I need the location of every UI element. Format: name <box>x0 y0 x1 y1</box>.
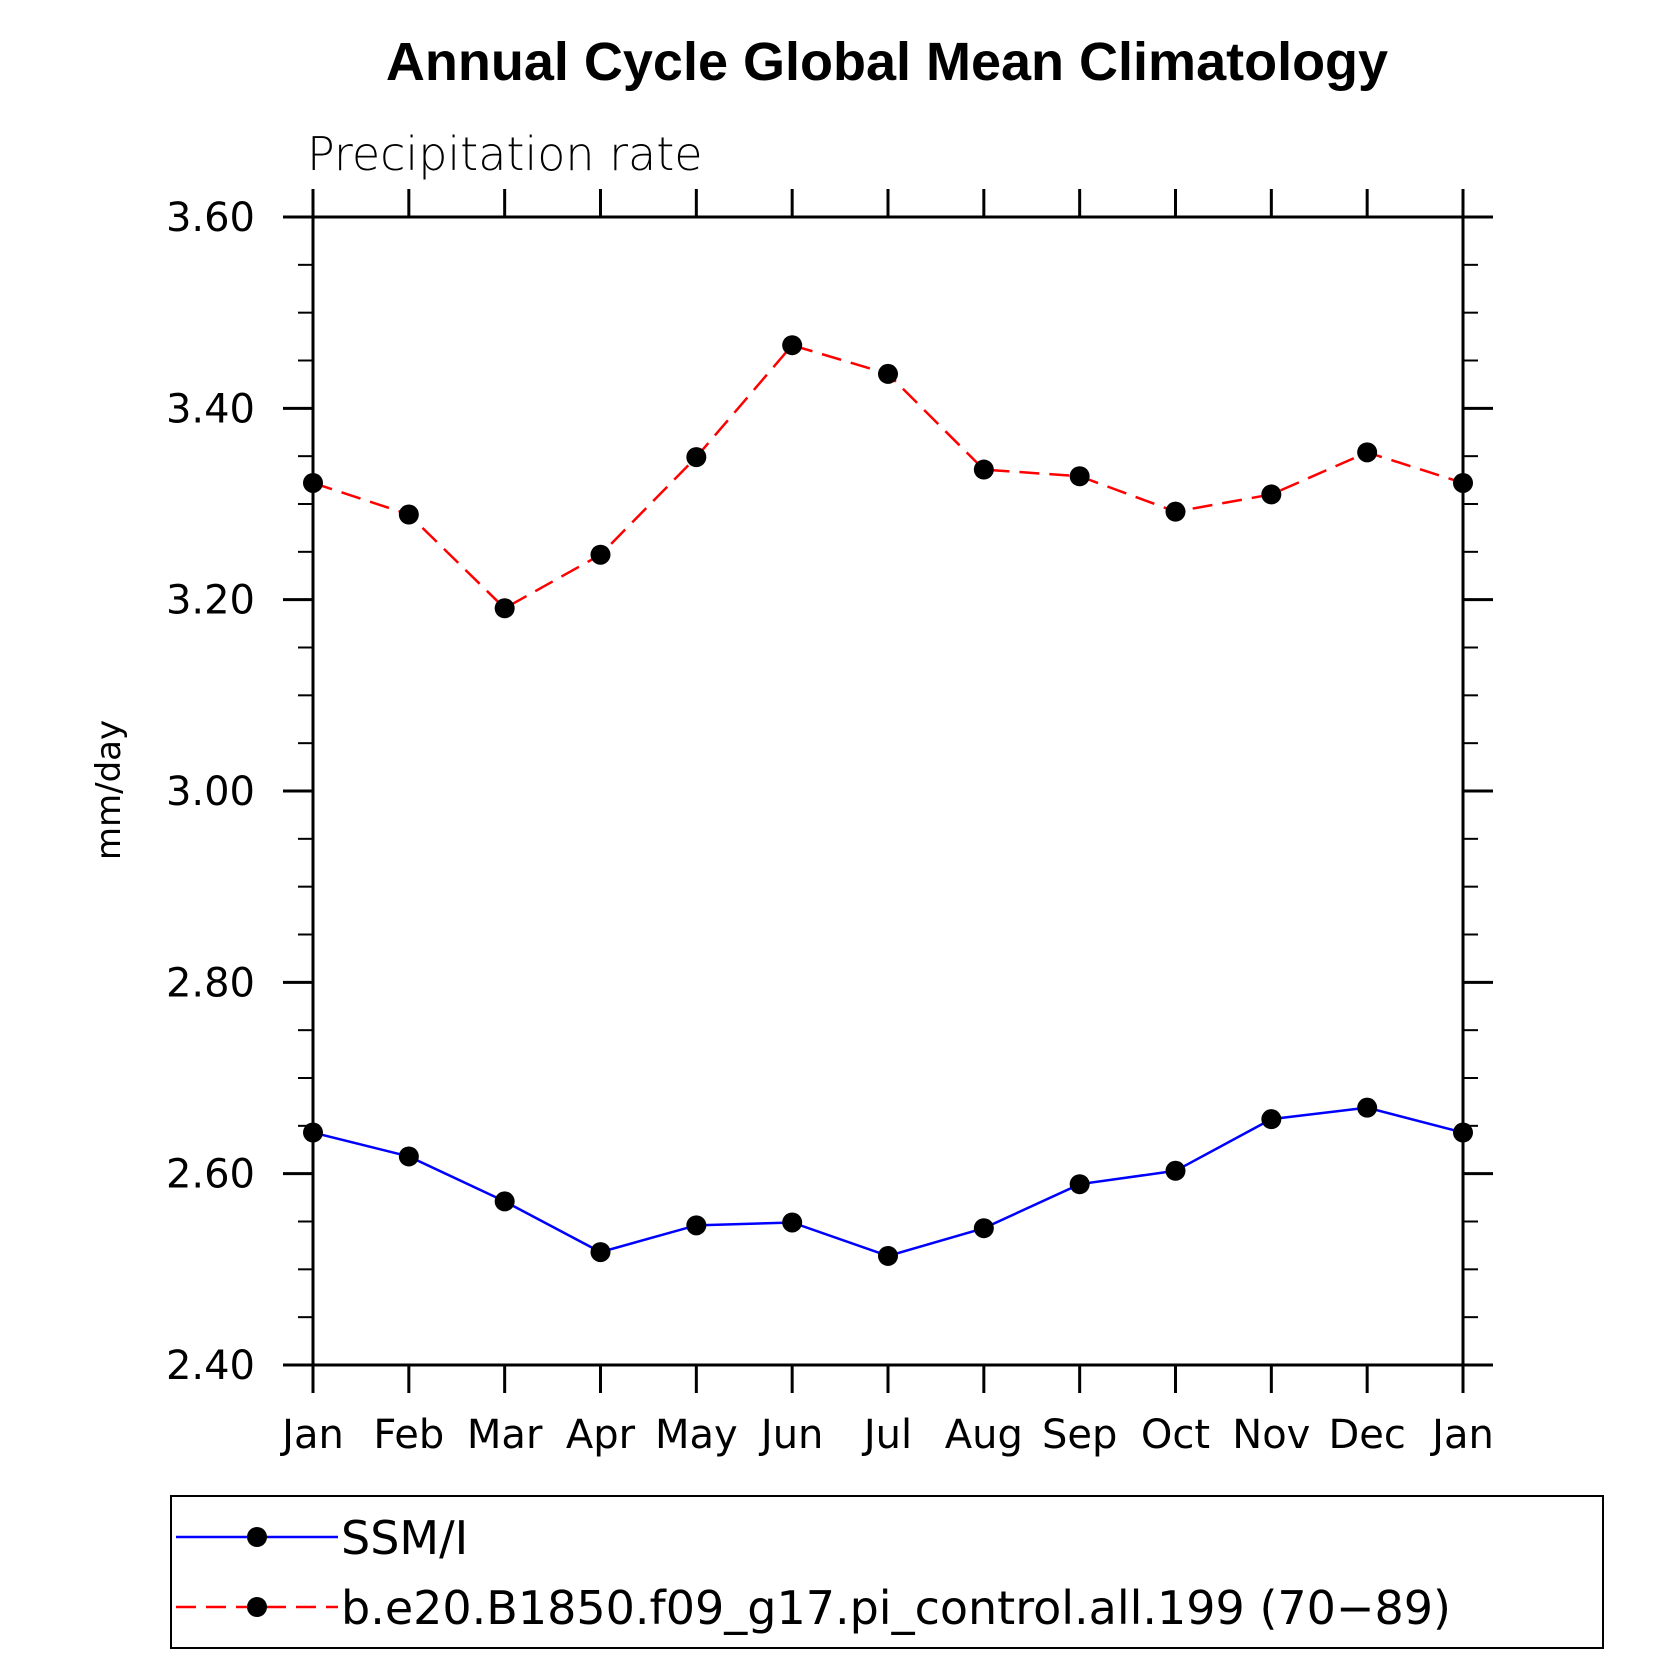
data-point <box>1069 1174 1090 1195</box>
data-point <box>686 447 707 468</box>
data-point <box>686 1215 707 1236</box>
data-point <box>303 1122 323 1143</box>
data-point <box>494 598 515 619</box>
x-tick-label: Oct <box>1141 1412 1210 1458</box>
data-point <box>303 472 323 493</box>
chart-title: Annual Cycle Global Mean Climatology <box>386 32 1388 92</box>
legend-marker <box>247 1597 267 1617</box>
data-point <box>1261 484 1282 505</box>
data-point <box>398 1146 419 1167</box>
data-point <box>1357 442 1378 463</box>
x-tick-label: Sep <box>1042 1412 1117 1458</box>
x-tick-label: Jun <box>758 1412 824 1458</box>
y-axis-label: mm/day <box>89 720 129 860</box>
data-point <box>878 1245 898 1266</box>
x-tick-label: Jan <box>1429 1412 1494 1458</box>
y-tick-label: 2.80 <box>166 960 255 1006</box>
data-point <box>1453 472 1473 493</box>
data-point <box>590 544 611 565</box>
series-line <box>312 1106 1464 1258</box>
data-point <box>1261 1109 1282 1130</box>
x-tick-label: Jan <box>279 1412 344 1458</box>
x-tick-label: Nov <box>1232 1412 1310 1458</box>
axes: 2.40 2.60 2.80 3.00 3.20 3.40 3.60 Jan Feb Mar Apr… <box>166 189 1494 1458</box>
x-tick-label: Apr <box>566 1412 636 1458</box>
legend-label: b.e20.B1850.f09_g17.pi_control.all.199 (… <box>341 1581 1451 1635</box>
y-tick-label: 3.60 <box>166 195 255 241</box>
legend-entry: b.e20.B1850.f09_g17.pi_control.all.199 (… <box>176 1581 1451 1635</box>
data-point <box>1069 466 1090 487</box>
data-point <box>590 1242 611 1263</box>
data-point <box>398 504 419 525</box>
y-tick-label: 2.40 <box>166 1343 255 1389</box>
data-point <box>782 1212 803 1233</box>
data-point <box>494 1191 515 1212</box>
chart-subtitle: Precipitation rate <box>307 127 703 181</box>
series-2 <box>303 335 1473 619</box>
y-tick-label: 2.60 <box>166 1152 255 1198</box>
x-tick-label: Aug <box>945 1412 1023 1458</box>
x-tick-label: Dec <box>1328 1412 1405 1458</box>
data-point <box>973 459 994 480</box>
data-point <box>782 335 803 356</box>
series-group <box>303 335 1473 1266</box>
x-tick-label: Feb <box>373 1412 444 1458</box>
data-point <box>878 363 898 384</box>
y-tick-label: 3.00 <box>166 769 255 815</box>
legend-frame <box>170 1495 1604 1649</box>
data-point <box>973 1218 994 1239</box>
legend-marker <box>247 1527 267 1547</box>
legend-entry: SSM/I <box>176 1511 468 1565</box>
data-point <box>1453 1122 1473 1143</box>
legend-label: SSM/I <box>341 1511 468 1565</box>
x-tick-label: Mar <box>467 1412 543 1458</box>
y-tick-label: 3.20 <box>166 578 255 624</box>
data-point <box>1165 501 1186 522</box>
legend: SSM/I b.e20.B1850.f09_g17.pi_control.all.… <box>170 1495 1604 1649</box>
x-tick-label: Jul <box>861 1412 912 1458</box>
y-tick-label: 3.40 <box>166 386 255 432</box>
x-tick-label: May <box>655 1412 738 1458</box>
series-1 <box>303 1097 1473 1266</box>
data-point <box>1165 1160 1186 1181</box>
data-point <box>1357 1097 1378 1118</box>
series-line <box>312 343 1464 610</box>
